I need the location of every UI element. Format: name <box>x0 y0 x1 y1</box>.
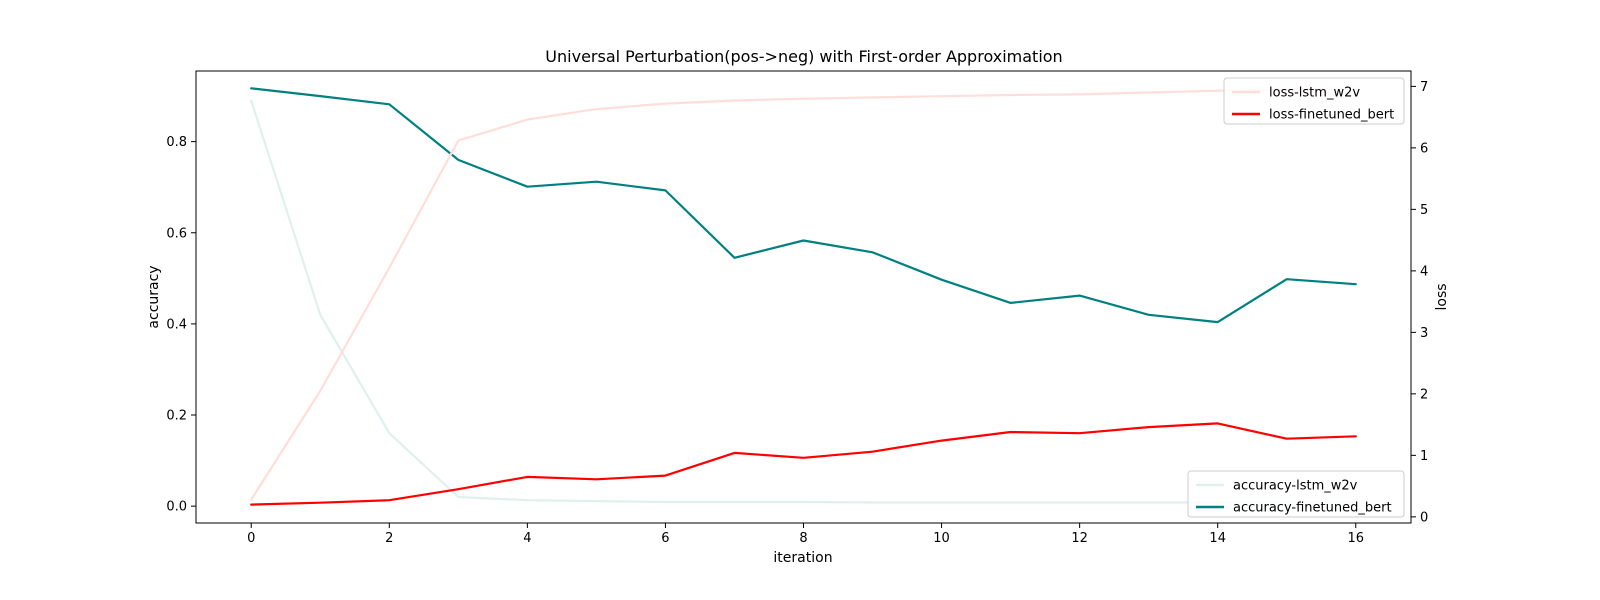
y-left-tick-label: 0.8 <box>166 135 187 150</box>
series-line-loss-finetuned_bert <box>250 422 1357 506</box>
series-line-accuracy-lstm_w2v <box>250 99 1357 504</box>
x-tick-label: 2 <box>385 531 393 546</box>
series-line-loss-lstm_w2v <box>250 87 1357 501</box>
y-axis-left: 0.0 0.2 0.4 0.6 0.8 <box>166 135 196 515</box>
x-tick-label: 0 <box>247 531 255 546</box>
chart-title: Universal Perturbation(pos->neg) with Fi… <box>545 47 1062 66</box>
y-right-tick-label: 1 <box>1420 449 1428 464</box>
y-right-tick-label: 2 <box>1420 387 1428 402</box>
series-layer <box>250 87 1357 506</box>
y-axis-right: 0 1 2 3 4 5 6 7 <box>1411 80 1428 525</box>
y-left-tick-label: 0.6 <box>166 226 187 241</box>
y-right-tick-label: 5 <box>1420 203 1428 218</box>
y-right-tick-label: 6 <box>1420 141 1428 156</box>
legend-label-loss-finetuned_bert: loss-finetuned_bert <box>1269 108 1394 123</box>
x-tick-label: 14 <box>1209 531 1226 546</box>
x-tick-label: 4 <box>523 531 531 546</box>
x-tick-label: 6 <box>661 531 669 546</box>
legend-label-accuracy-finetuned_bert: accuracy-finetuned_bert <box>1233 501 1392 516</box>
legend-box <box>1187 470 1405 518</box>
x-axis: 0 2 4 6 8 10 12 14 16 <box>247 523 1364 546</box>
y-left-tick-label: 0.4 <box>166 317 187 332</box>
y-right-tick-label: 4 <box>1420 264 1428 279</box>
x-tick-label: 16 <box>1347 531 1364 546</box>
legend-loss: loss-lstm_w2v loss-finetuned_bert <box>1223 77 1405 125</box>
x-tick-label: 12 <box>1071 531 1088 546</box>
y-axis-left-label: accuracy <box>146 265 162 328</box>
legend-box <box>1223 77 1405 125</box>
y-right-tick-label: 3 <box>1420 326 1428 341</box>
legend-label-loss-lstm_w2v: loss-lstm_w2v <box>1269 86 1360 101</box>
y-right-tick-label: 7 <box>1420 80 1428 95</box>
y-left-tick-label: 0.0 <box>166 500 187 515</box>
x-tick-label: 10 <box>933 531 950 546</box>
x-tick-label: 8 <box>799 531 807 546</box>
legend-label-accuracy-lstm_w2v: accuracy-lstm_w2v <box>1233 479 1358 494</box>
y-left-tick-label: 0.2 <box>166 409 187 424</box>
y-right-tick-label: 0 <box>1420 510 1428 525</box>
series-line-accuracy-finetuned_bert <box>250 87 1357 324</box>
x-axis-label: iteration <box>773 550 832 566</box>
y-axis-right-label: loss <box>1434 283 1450 310</box>
legend-accuracy: accuracy-lstm_w2v accuracy-finetuned_bert <box>1187 470 1405 518</box>
